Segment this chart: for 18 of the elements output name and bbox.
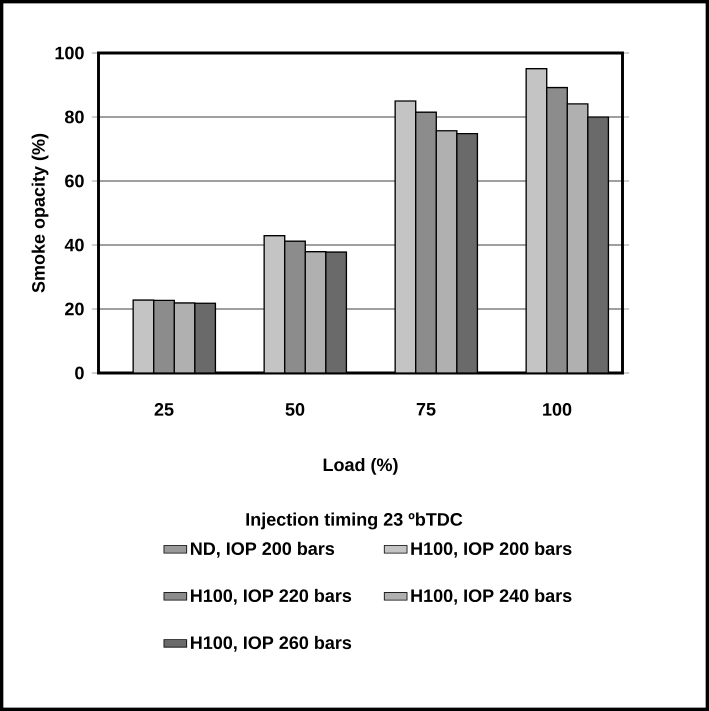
x-axis-title: Load (%) bbox=[324, 458, 398, 475]
x-tick-label: 25 bbox=[154, 403, 174, 416]
legend-label: H100, IOP 260 bars bbox=[190, 636, 352, 652]
y-tick-label: 20 bbox=[65, 302, 84, 316]
x-tick-label: 75 bbox=[416, 403, 436, 416]
x-tick-label: 100 bbox=[543, 403, 572, 416]
x-tick-label: 50 bbox=[286, 403, 304, 416]
legend-title: Injection timing 23 ºbTDC bbox=[246, 512, 462, 530]
y-axis-title: Smoke opacity (%) bbox=[32, 134, 48, 292]
legend-label: H100, IOP 200 bars bbox=[411, 542, 572, 558]
y-tick-label: 0 bbox=[75, 366, 84, 380]
y-tick-label: 60 bbox=[65, 174, 84, 188]
legend-label: ND, IOP 200 bars bbox=[190, 542, 334, 558]
y-tick-label: 100 bbox=[56, 46, 84, 60]
legend-label: H100, IOP 220 bars bbox=[190, 588, 352, 605]
y-tick-label: 80 bbox=[65, 110, 84, 124]
legend-label: H100, IOP 240 bars bbox=[411, 588, 572, 605]
y-tick-label: 40 bbox=[64, 238, 84, 252]
